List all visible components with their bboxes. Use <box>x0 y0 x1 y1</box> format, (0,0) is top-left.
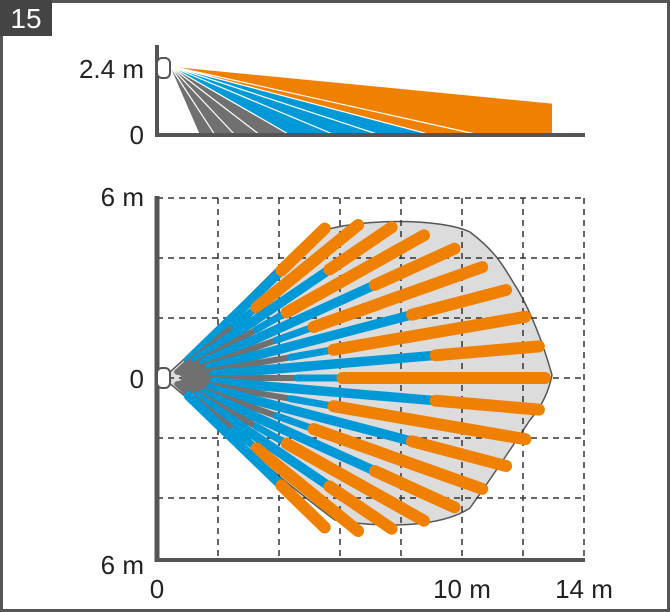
side-view-height-label: 2.4 m <box>79 54 144 84</box>
mid-zone-beam <box>209 377 441 406</box>
top-view-y-top-label: 6 m <box>101 182 144 212</box>
side-beam-line <box>169 65 261 136</box>
near-zone-beam <box>177 380 260 430</box>
top-view-x-zero-label: 0 <box>150 574 164 604</box>
side-beam-line <box>169 65 291 136</box>
mid-zone-beam <box>205 383 417 447</box>
near-zone-beam <box>181 354 294 379</box>
near-zone-beam <box>181 377 294 402</box>
far-zone-beam <box>327 400 532 446</box>
near-zone-beam <box>179 379 280 419</box>
mid-zone-beam <box>191 264 335 365</box>
mid-zone-beam <box>199 280 380 368</box>
mid-zone-beam <box>272 323 318 344</box>
side-view-zero-label: 0 <box>130 120 144 150</box>
far-zone-beam <box>275 222 331 277</box>
top-view-diagram: 6 m 0 6 m 0 10 m 14 m <box>101 182 613 604</box>
side-beam-line <box>169 65 381 136</box>
top-view-x-10m-label: 10 m <box>433 574 491 604</box>
top-view-x-14m-label: 14 m <box>555 574 613 604</box>
mid-zone-beam <box>287 346 338 361</box>
far-zone-beam <box>307 423 489 495</box>
far-zone-beam <box>368 465 461 514</box>
side-beam-line <box>169 65 481 136</box>
side-zone-far <box>170 66 552 135</box>
mid-zone-beam <box>183 265 287 365</box>
side-beam-line <box>169 65 236 136</box>
side-view-diagram: 2.4 m 0 <box>79 45 585 150</box>
far-zone-beam <box>406 284 513 321</box>
mid-zone-beam <box>191 391 335 492</box>
far-zone-beam <box>406 435 513 472</box>
far-zone-beam <box>327 310 532 356</box>
mid-zone-beam <box>183 391 287 491</box>
figure-number-badge <box>0 0 52 36</box>
top-view-y-bottom-label: 6 m <box>101 550 144 580</box>
far-zone-beam <box>250 442 365 537</box>
far-zone-beam <box>275 479 331 534</box>
far-zone-beam <box>368 242 461 291</box>
side-beam-line <box>169 65 433 136</box>
figure-number: 15 <box>10 3 41 34</box>
side-beam-line <box>169 65 553 104</box>
top-view-zone-fan <box>174 219 551 537</box>
far-zone-beam <box>280 437 430 527</box>
far-zone-beam <box>323 480 398 535</box>
side-beam-line <box>169 65 216 136</box>
top-view-y-zero-label: 0 <box>130 364 144 394</box>
mid-zone-beam <box>272 412 318 433</box>
mid-zone-beam <box>209 350 441 379</box>
side-beam-line <box>169 65 336 136</box>
side-view-zone-fan <box>169 65 553 136</box>
far-zone-beam <box>307 261 489 333</box>
near-zone-beam <box>179 337 280 377</box>
mid-zone-beam <box>287 395 338 410</box>
far-zone-beam <box>429 340 545 362</box>
detector-icon <box>156 367 171 389</box>
far-zone-beam <box>280 229 430 319</box>
far-zone-beam <box>323 221 398 276</box>
far-zone-beam <box>250 219 365 314</box>
mid-zone-beam <box>205 309 417 373</box>
detector-icon <box>156 57 171 79</box>
mid-zone-beam <box>199 388 380 476</box>
far-zone-beam <box>429 394 545 416</box>
